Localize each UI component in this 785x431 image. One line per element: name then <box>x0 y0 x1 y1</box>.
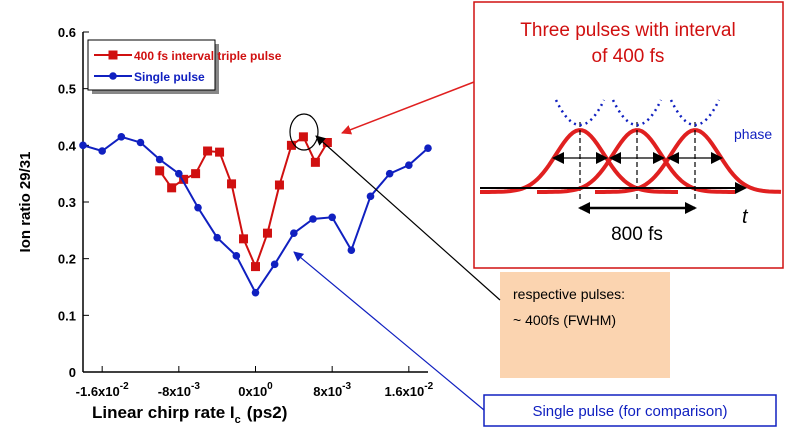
point <box>252 289 260 297</box>
x-tick-mantissa: 1.6x10 <box>384 384 424 399</box>
point <box>79 142 87 150</box>
x-tick-mantissa: 8x10 <box>313 384 342 399</box>
point <box>311 158 320 167</box>
point <box>275 181 284 190</box>
point <box>175 170 183 178</box>
point <box>386 170 394 178</box>
y-tick-label: 0 <box>69 365 76 380</box>
point <box>98 147 106 155</box>
point <box>251 262 260 271</box>
point <box>227 179 236 188</box>
x-tick-exponent: -2 <box>424 381 433 392</box>
chart: 00.10.20.30.40.50.6-1.6x10-2-8x10-30x100… <box>0 0 785 431</box>
point <box>290 229 298 237</box>
page: {"chart_data":{"type":"line", "y_label":… <box>0 0 785 431</box>
point <box>309 215 317 223</box>
point <box>405 161 413 169</box>
x-tick-label: -8x10-3 <box>158 381 201 399</box>
point <box>191 169 200 178</box>
point <box>348 246 356 254</box>
x-label-sub: c <box>235 414 241 426</box>
point <box>118 133 126 141</box>
point <box>367 193 375 201</box>
x-tick-label: 8x10-3 <box>313 381 351 399</box>
point <box>299 132 308 141</box>
x-label-main: Linear chirp rate I <box>92 403 235 422</box>
note-arrow <box>316 136 500 300</box>
spacing-label: 800 fs <box>611 224 663 245</box>
x-tick-label: 1.6x10-2 <box>384 381 433 399</box>
highlight-ellipse <box>290 114 318 150</box>
inset-title: Three pulses with interval <box>520 20 735 41</box>
point <box>328 214 336 222</box>
legend-marker <box>109 51 118 60</box>
x-tick-exponent: -2 <box>120 381 129 392</box>
x-tick-exponent: -3 <box>191 381 200 392</box>
point <box>271 261 279 269</box>
y-tick-label: 0.4 <box>58 138 77 153</box>
legend-label: 400 fs interval triple pulse <box>134 49 282 63</box>
note-text: respective pulses: <box>513 286 625 302</box>
x-tick-exponent: 0 <box>267 381 273 392</box>
x-tick-mantissa: 0x10 <box>238 384 267 399</box>
y-tick-label: 0.2 <box>58 252 76 267</box>
y-tick-label: 0.6 <box>58 25 76 40</box>
point <box>203 147 212 156</box>
point <box>156 156 164 164</box>
x-tick-exponent: -3 <box>342 381 351 392</box>
point <box>213 234 221 242</box>
note-text: ~ 400fs (FWHM) <box>513 312 616 328</box>
x-tick-label: 0x100 <box>238 381 273 399</box>
comparison-text: Single pulse (for comparison) <box>532 403 727 420</box>
y-tick-label: 0.5 <box>58 82 76 97</box>
point <box>215 148 224 157</box>
point <box>167 183 176 192</box>
y-tick-label: 0.3 <box>58 195 76 210</box>
point <box>239 234 248 243</box>
y-tick-label: 0.1 <box>58 308 76 323</box>
y-axis-label: Ion ratio 29/31 <box>17 152 34 253</box>
point <box>233 252 241 260</box>
point <box>424 144 432 152</box>
legend-marker <box>109 72 117 80</box>
legend-label: Single pulse <box>134 70 205 84</box>
x-axis-label: Linear chirp rate Ic (ps2) <box>92 403 287 426</box>
point <box>155 166 164 175</box>
point <box>263 229 272 238</box>
x-tick-label: -1.6x10-2 <box>76 381 129 399</box>
x-tick-mantissa: -8x10 <box>158 384 191 399</box>
x-label-unit: (ps2) <box>247 403 288 422</box>
point <box>137 139 145 147</box>
x-tick-mantissa: -1.6x10 <box>76 384 120 399</box>
phase-label: phase <box>734 126 772 142</box>
inset-title: of 400 fs <box>592 46 665 67</box>
series-line <box>160 137 328 267</box>
inset-arrow <box>342 82 474 133</box>
point <box>194 204 202 212</box>
